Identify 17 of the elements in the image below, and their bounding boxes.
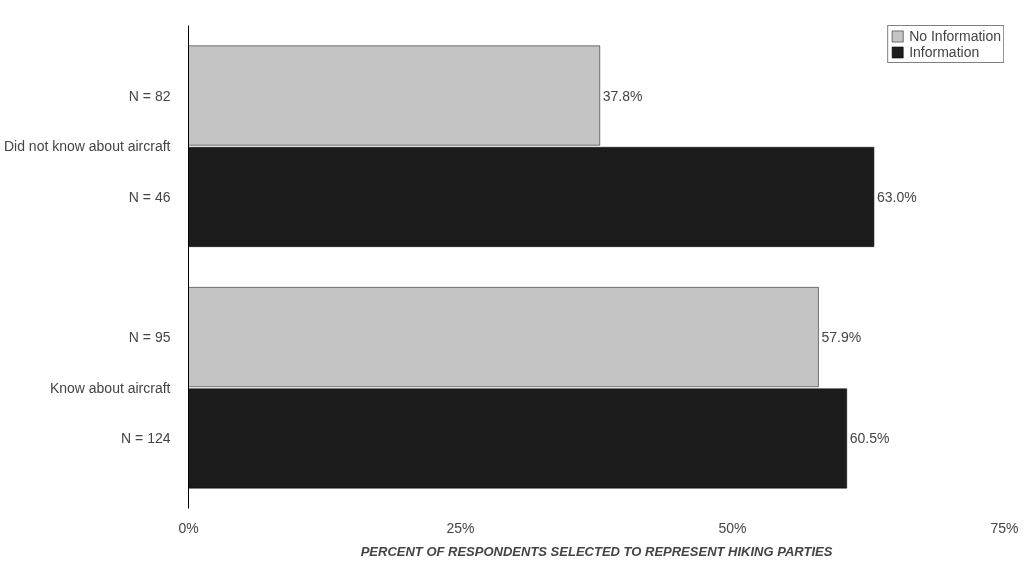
x-tick-label: 25% — [446, 519, 475, 536]
data-label: 57.9% — [821, 329, 862, 346]
legend-label: Information — [909, 44, 980, 60]
data-label: 60.5% — [849, 430, 890, 447]
data-label: 37.8% — [602, 87, 643, 104]
text: N = 95 — [128, 329, 171, 346]
data-label: 63.0% — [876, 188, 917, 205]
legend-label: No Information — [909, 28, 1001, 44]
text: N = 82 — [128, 87, 171, 104]
x-tick-label: 0% — [178, 519, 199, 536]
y-tick-label: Did not know about aircraft — [3, 138, 171, 155]
y-tick-label: Know about aircraft — [49, 379, 171, 396]
x-tick-label: 75% — [990, 519, 1019, 536]
text: N = 46 — [128, 188, 171, 205]
x-axis-title: PERCENT OF RESPONDENTS SELECTED TO REPRESENT HIKING PARTIES — [360, 543, 833, 559]
text: N = 124 — [121, 430, 171, 447]
x-tick-label: 50% — [718, 519, 747, 536]
